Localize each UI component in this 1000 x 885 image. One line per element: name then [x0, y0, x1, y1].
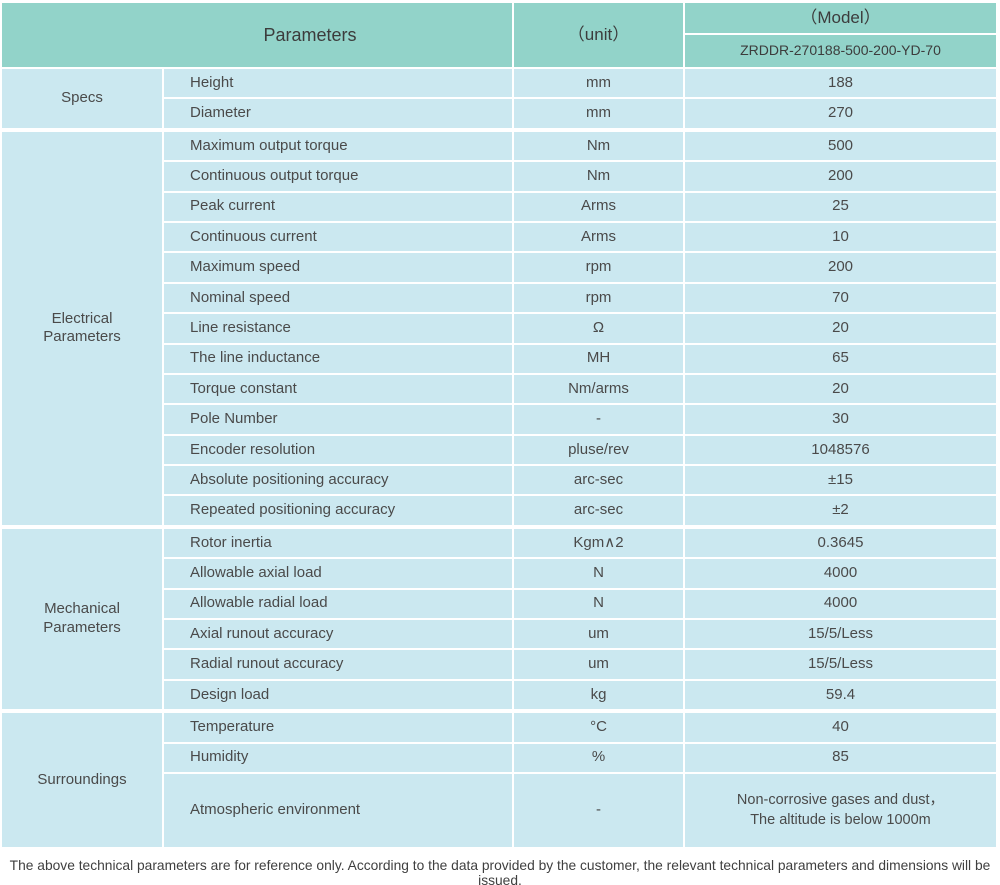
- param-value: 4000: [685, 559, 996, 588]
- header-model: （Model）: [685, 3, 996, 33]
- param-value: 30: [685, 405, 996, 434]
- param-value: 10: [685, 222, 996, 252]
- param-name: Continuous output torque: [164, 162, 512, 191]
- param-unit: Nm/arms: [514, 374, 683, 404]
- param-value: 15/5/Less: [685, 650, 996, 679]
- param-unit: Arms: [514, 222, 683, 252]
- param-value: 20: [685, 314, 996, 343]
- param-unit: rpm: [514, 283, 683, 313]
- param-value: 65: [685, 344, 996, 373]
- param-name: Encoder resolution: [164, 435, 512, 465]
- section-mechanical-parameters: Mechanical Parameters Rotor inertia Kgm∧…: [2, 528, 996, 710]
- param-unit: rpm: [514, 253, 683, 282]
- param-name: Maximum speed: [164, 253, 512, 282]
- param-name: Maximum output torque: [164, 131, 512, 161]
- param-value: 1048576: [685, 435, 996, 465]
- header-parameters: Parameters: [2, 3, 512, 67]
- param-unit: N: [514, 589, 683, 619]
- param-value: ±2: [685, 496, 996, 525]
- parameters-table: Parameters （unit） （Model） ZRDDR-270188-5…: [2, 3, 996, 847]
- param-unit: arc-sec: [514, 466, 683, 495]
- param-value: 500: [685, 131, 996, 161]
- param-name: Repeated positioning accuracy: [164, 496, 512, 525]
- param-name: Peak current: [164, 192, 512, 221]
- param-value: 188: [685, 69, 996, 98]
- param-name: Radial runout accuracy: [164, 650, 512, 679]
- param-unit: arc-sec: [514, 496, 683, 525]
- param-name: Temperature: [164, 713, 512, 742]
- param-value: 85: [685, 743, 996, 772]
- param-name: Continuous current: [164, 222, 512, 252]
- section-label-specs: Specs: [2, 69, 162, 128]
- param-value: 15/5/Less: [685, 620, 996, 649]
- param-name: Nominal speed: [164, 283, 512, 313]
- param-value: 270: [685, 99, 996, 128]
- param-name: Torque constant: [164, 374, 512, 404]
- section-label-surroundings: Surroundings: [2, 713, 162, 847]
- param-value: 70: [685, 283, 996, 313]
- section-specs: Specs Height mm 188 Diameter mm 270: [2, 69, 996, 128]
- param-unit: Ω: [514, 314, 683, 343]
- param-value: 4000: [685, 589, 996, 619]
- param-name: Line resistance: [164, 314, 512, 343]
- footnote: The above technical parameters are for r…: [9, 857, 991, 885]
- param-value: 40: [685, 713, 996, 742]
- param-name: Allowable axial load: [164, 559, 512, 588]
- param-unit: mm: [514, 69, 683, 98]
- param-name: Pole Number: [164, 405, 512, 434]
- param-unit: %: [514, 743, 683, 772]
- param-name: Axial runout accuracy: [164, 620, 512, 649]
- param-unit: pluse/rev: [514, 435, 683, 465]
- param-name: Allowable radial load: [164, 589, 512, 619]
- param-unit: -: [514, 773, 683, 847]
- param-name: Height: [164, 69, 512, 98]
- param-unit: Nm: [514, 131, 683, 161]
- param-value: ±15: [685, 466, 996, 495]
- param-value: 200: [685, 253, 996, 282]
- param-unit: kg: [514, 680, 683, 710]
- header-unit: （unit）: [514, 3, 683, 67]
- param-unit: Nm: [514, 162, 683, 191]
- param-value: Non-corrosive gases and dust， The altitu…: [685, 773, 996, 847]
- param-value: 59.4: [685, 680, 996, 710]
- param-name: Design load: [164, 680, 512, 710]
- param-name: The line inductance: [164, 344, 512, 373]
- param-name: Diameter: [164, 99, 512, 128]
- param-value: 0.3645: [685, 528, 996, 558]
- param-name: Rotor inertia: [164, 528, 512, 558]
- param-unit: Kgm∧2: [514, 528, 683, 558]
- param-name: Atmospheric environment: [164, 773, 512, 847]
- param-name: Absolute positioning accuracy: [164, 466, 512, 495]
- param-unit: -: [514, 405, 683, 434]
- param-name: Humidity: [164, 743, 512, 772]
- section-label-mechanical: Mechanical Parameters: [2, 528, 162, 710]
- param-unit: MH: [514, 344, 683, 373]
- param-value: 25: [685, 192, 996, 221]
- section-label-electrical: Electrical Parameters: [2, 131, 162, 525]
- param-unit: N: [514, 559, 683, 588]
- header-model-number: ZRDDR-270188-500-200-YD-70: [685, 35, 996, 67]
- param-unit: °C: [514, 713, 683, 742]
- param-unit: mm: [514, 99, 683, 128]
- table-header: Parameters （unit） （Model） ZRDDR-270188-5…: [2, 3, 996, 67]
- param-unit: um: [514, 620, 683, 649]
- param-unit: Arms: [514, 192, 683, 221]
- param-unit: um: [514, 650, 683, 679]
- section-electrical-parameters: Electrical Parameters Maximum output tor…: [2, 131, 996, 525]
- param-value: 200: [685, 162, 996, 191]
- section-surroundings: Surroundings Temperature °C 40 Humidity …: [2, 713, 996, 847]
- param-value: 20: [685, 374, 996, 404]
